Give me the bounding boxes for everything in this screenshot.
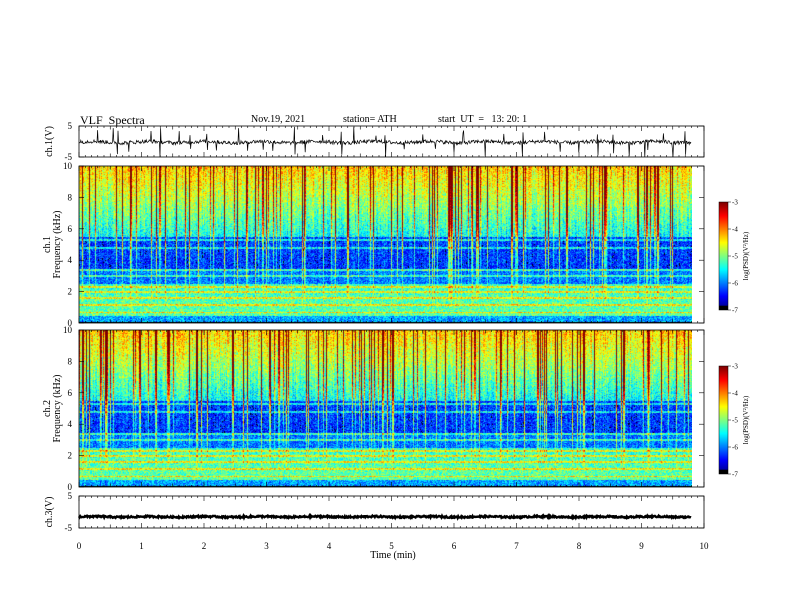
- spectrogram-ch2-ytick-label: 6: [68, 388, 73, 398]
- xtick-label: 5: [389, 541, 394, 551]
- spectrogram-ch1-ytick-label: 4: [68, 255, 73, 265]
- ch3-ytick-label: 5: [68, 491, 73, 501]
- start-ut-label: start UT = 13: 20: 1: [438, 114, 528, 125]
- xtick-label: 10: [700, 541, 710, 551]
- spectrogram-ch1-colorbar-label: log(PSD)(V²/Hz): [742, 231, 750, 280]
- spectrogram-ch2-ytick-label: 8: [68, 356, 73, 366]
- xtick-label: 2: [202, 541, 207, 551]
- ch3-ylabel: ch.3(V): [44, 497, 55, 528]
- xtick-label: 8: [577, 541, 582, 551]
- panel-frames: [78, 125, 705, 529]
- spectrogram-ch2-colorbar: [719, 366, 728, 474]
- ch3-ytick-label: -5: [65, 523, 73, 533]
- station-label: station= ATH: [343, 114, 397, 125]
- xtick-label: 4: [327, 541, 332, 551]
- xtick-label: 6: [452, 541, 457, 551]
- spectrogram-ch1-colorbar-tick: -6: [732, 280, 738, 288]
- spectrogram-ch1-ytick-label: 6: [68, 224, 73, 234]
- spectrogram-ch1-ytick-label: 8: [68, 192, 73, 202]
- spectrogram-ch1-raster: [79, 166, 692, 323]
- spectrogram-ch1-colorbar: [719, 202, 728, 310]
- spectrogram-ch2-colorbar-tick: -5: [732, 417, 738, 425]
- spectrogram-ch2-ytick-label: 4: [68, 419, 73, 429]
- spectrogram-ch2-ylabel: Frequency (kHz): [52, 374, 63, 442]
- xtick-label: 0: [77, 541, 82, 551]
- spectrogram-ch2-ytick-label: 0: [68, 482, 73, 492]
- spectrogram-ch1-ytick-label: 10: [63, 161, 73, 171]
- spectrogram-ch1-ytick-label: 0: [68, 318, 73, 328]
- spectrogram-ch2-colorbar-tick: -4: [732, 390, 738, 398]
- spectrogram-ch2-colorbar-tick: -6: [732, 444, 738, 452]
- spectrogram-ch2-colorbar-label: log(PSD)(V²/Hz): [742, 395, 750, 444]
- spectrogram-ch1-ytick-label: 2: [68, 287, 73, 297]
- spectrogram-ch2-channel-label: ch.2: [42, 400, 53, 417]
- spectrogram-ch2-ytick-label: 2: [68, 451, 73, 461]
- spectrogram-ch2-colorbar-tick: -7: [732, 471, 738, 479]
- spectrogram-ch1-colorbar-tick: -5: [732, 253, 738, 261]
- xtick-label: 3: [264, 541, 269, 551]
- xtick-label: 7: [514, 541, 519, 551]
- ch1-ylabel: ch.1(V): [44, 126, 55, 157]
- xtick-label: 9: [639, 541, 644, 551]
- spectrogram-ch1-colorbar-tick: -4: [732, 226, 738, 234]
- spectrogram-ch2-colorbar-tick: -3: [732, 363, 738, 371]
- ch1-trace-line: [78, 126, 692, 158]
- ch1-ytick-label: 5: [68, 121, 73, 131]
- waveform-traces: [77, 126, 692, 521]
- x-axis-label: Time (min): [370, 550, 415, 561]
- spectrogram-rasters: [79, 166, 692, 487]
- ch3-trace-line: [77, 512, 692, 521]
- spectrogram-ch1-ylabel: Frequency (kHz): [52, 210, 63, 278]
- chart-title: VLF Spectra: [80, 113, 145, 127]
- spectrogram-ch1-colorbar-tick: -3: [732, 199, 738, 207]
- date-label: Nov.19, 2021: [251, 114, 306, 125]
- colorbars: -3 -4 -5 -6 -7 log(PSD)(V²/Hz) -3 -4 -5 -6 -7 log(P…: [718, 199, 750, 479]
- xtick-label: 1: [139, 541, 144, 551]
- spectrogram-ch1-colorbar-tick: -7: [732, 307, 738, 315]
- ch1-ytick-label: -5: [65, 152, 73, 162]
- spectrogram-ch1-channel-label: ch.1: [42, 236, 53, 253]
- spectrogram-ch2-ytick-label: 10: [63, 325, 73, 335]
- spectrogram-ch2-raster: [79, 330, 692, 487]
